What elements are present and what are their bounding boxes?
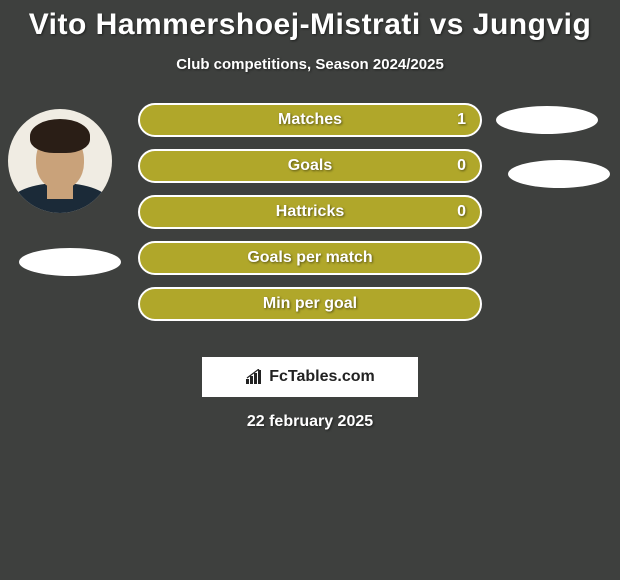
subtitle: Club competitions, Season 2024/2025 xyxy=(0,56,620,73)
bar-chart-icon xyxy=(245,369,265,385)
player2-badge-1 xyxy=(496,106,598,134)
date-text: 22 february 2025 xyxy=(0,413,620,431)
stat-label: Min per goal xyxy=(263,295,357,313)
brand-box: FcTables.com xyxy=(202,357,418,397)
stat-label: Goals per match xyxy=(247,249,372,267)
stat-bar-goals: Goals 0 xyxy=(138,149,482,183)
stat-label: Goals xyxy=(288,157,332,175)
stat-label: Matches xyxy=(278,111,342,129)
infographic-container: Vito Hammershoej-Mistrati vs Jungvig Clu… xyxy=(0,0,620,580)
stat-bar-hattricks: Hattricks 0 xyxy=(138,195,482,229)
stat-bar-matches: Matches 1 xyxy=(138,103,482,137)
page-title: Vito Hammershoej-Mistrati vs Jungvig xyxy=(0,0,620,42)
stat-bars: Matches 1 Goals 0 Hattricks 0 Goals per … xyxy=(138,103,482,333)
stat-value: 0 xyxy=(457,203,466,221)
brand-text: FcTables.com xyxy=(269,368,375,386)
stat-label: Hattricks xyxy=(276,203,344,221)
stat-bar-min-per-goal: Min per goal xyxy=(138,287,482,321)
stat-bar-goals-per-match: Goals per match xyxy=(138,241,482,275)
avatar-hair xyxy=(30,119,90,153)
player1-avatar xyxy=(8,109,112,213)
stat-value: 0 xyxy=(457,157,466,175)
player1-badge xyxy=(19,248,121,276)
stat-value: 1 xyxy=(457,111,466,129)
player2-badge-2 xyxy=(508,160,610,188)
comparison-content: Matches 1 Goals 0 Hattricks 0 Goals per … xyxy=(0,103,620,353)
